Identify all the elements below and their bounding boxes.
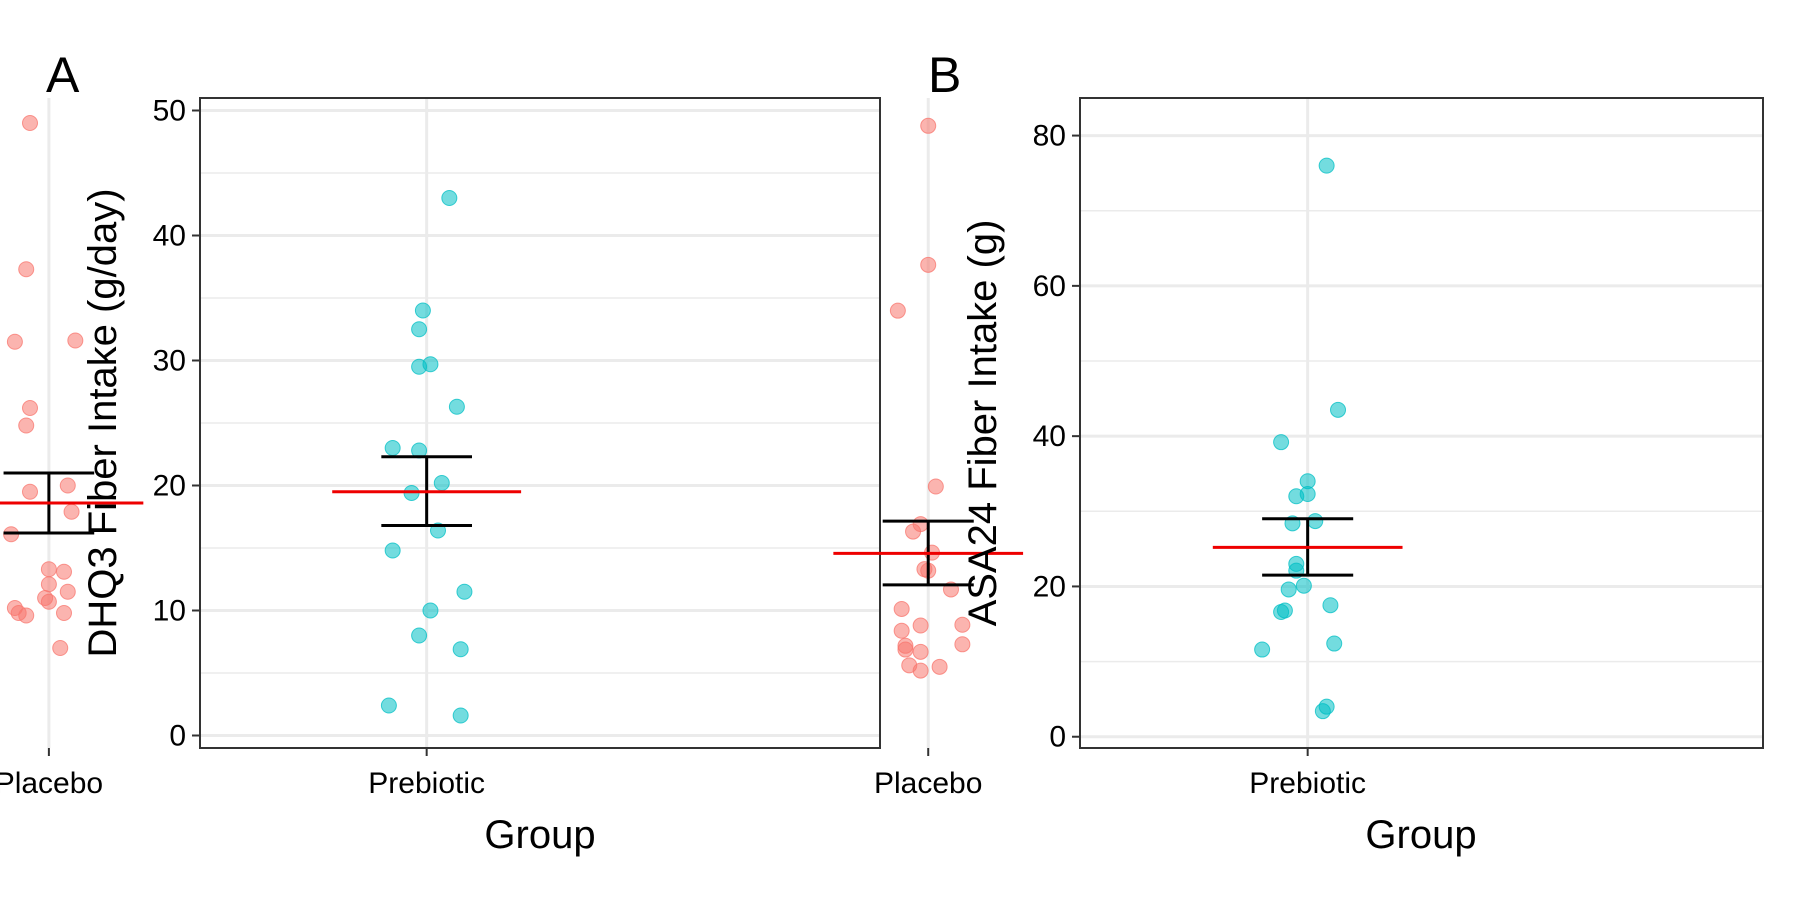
data-point: [893, 622, 910, 639]
data-point: [18, 607, 35, 624]
data-point: [411, 321, 428, 338]
summary-bars: [833, 517, 1403, 587]
data-point: [920, 256, 937, 273]
panel-letter: B: [928, 47, 961, 103]
data-point: [22, 400, 38, 416]
data-point: [912, 643, 929, 660]
y-tick-label: 30: [153, 345, 186, 378]
y-tick-label: 40: [1033, 420, 1066, 453]
y-tick-label: 20: [1033, 570, 1066, 603]
summary-bars: [0, 455, 522, 535]
plot-area: [1080, 98, 1763, 748]
data-point: [22, 483, 38, 500]
data-point: [411, 627, 428, 644]
data-point: [927, 478, 944, 495]
data-point: [1326, 635, 1343, 652]
data-point: [56, 605, 72, 621]
data-point: [912, 617, 929, 634]
data-point: [1307, 513, 1324, 530]
data-point: [452, 641, 469, 658]
x-axis-title: Group: [1365, 813, 1476, 857]
data-point: [905, 523, 922, 540]
panel-a: A 0 10 20 30 40 50 Placebo Prebiotic Group DHQ…: [0, 47, 881, 857]
data-point: [1273, 603, 1290, 620]
data-point: [1322, 597, 1339, 614]
data-point: [40, 576, 57, 593]
data-point: [18, 261, 35, 278]
data-point: [59, 477, 76, 494]
panel-b: B 0 20 40 60 80 Placebo Prebiotic Group ASA24…: [833, 47, 1764, 857]
data-point: [63, 503, 80, 520]
y-tick-label: 60: [1033, 270, 1066, 303]
data-point: [893, 600, 910, 617]
data-point: [1273, 434, 1290, 451]
x-tick-label: Prebiotic: [368, 767, 485, 800]
data-point: [889, 302, 906, 319]
y-tick-label: 10: [153, 595, 186, 628]
data-point: [1330, 401, 1347, 418]
data-point: [67, 332, 84, 349]
data-point: [6, 333, 23, 350]
x-axis: Placebo Prebiotic: [0, 748, 485, 800]
y-tick-label: 80: [1033, 120, 1066, 153]
data-point: [1314, 703, 1331, 720]
data-point: [422, 356, 439, 373]
x-tick-label: Placebo: [0, 767, 103, 800]
y-axis: 0 10 20 30 40 50: [153, 95, 200, 753]
grid: [926, 98, 1763, 748]
plot-border: [199, 97, 881, 749]
data-point: [920, 117, 937, 134]
data-point: [22, 115, 38, 131]
data-point: [384, 440, 401, 456]
grid: [47, 98, 880, 748]
y-tick-label: 0: [169, 720, 186, 753]
y-tick-label: 40: [153, 220, 186, 253]
data-point: [954, 636, 971, 653]
data-points: [3, 115, 473, 724]
data-point: [448, 398, 465, 415]
x-tick-label: Prebiotic: [1249, 767, 1366, 800]
x-tick-label: Placebo: [874, 767, 982, 800]
data-point: [456, 583, 473, 600]
plot-border: [1079, 97, 1764, 749]
y-tick-label: 50: [153, 95, 186, 128]
data-point: [433, 475, 450, 491]
data-point: [18, 417, 35, 434]
data-point: [52, 640, 69, 656]
data-point: [1254, 641, 1271, 658]
data-point: [1288, 488, 1305, 505]
panel-letter: A: [46, 47, 80, 103]
data-point: [1280, 581, 1297, 598]
x-axis-title: Group: [484, 813, 595, 857]
y-tick-label: 20: [153, 470, 186, 503]
data-point: [380, 697, 397, 714]
data-point: [441, 190, 458, 206]
y-tick-label: 0: [1049, 721, 1066, 754]
y-axis-title: ASA24 Fiber Intake (g): [961, 220, 1005, 627]
data-point: [422, 602, 439, 619]
data-point: [1295, 577, 1312, 594]
y-axis-title: DHQ3 Fiber Intake (g/day): [81, 188, 125, 657]
data-point: [452, 707, 469, 724]
data-point: [954, 616, 971, 633]
data-point: [931, 658, 948, 675]
y-axis: 0 20 40 60 80: [1033, 120, 1080, 754]
data-point: [912, 662, 929, 679]
data-point: [897, 641, 914, 658]
x-axis: Placebo Prebiotic: [874, 748, 1366, 800]
data-point: [384, 542, 401, 559]
data-point: [1318, 157, 1335, 174]
data-point: [59, 583, 76, 600]
data-point: [40, 561, 57, 578]
data-point: [56, 563, 72, 580]
data-point: [40, 593, 57, 610]
data-point: [414, 302, 431, 319]
